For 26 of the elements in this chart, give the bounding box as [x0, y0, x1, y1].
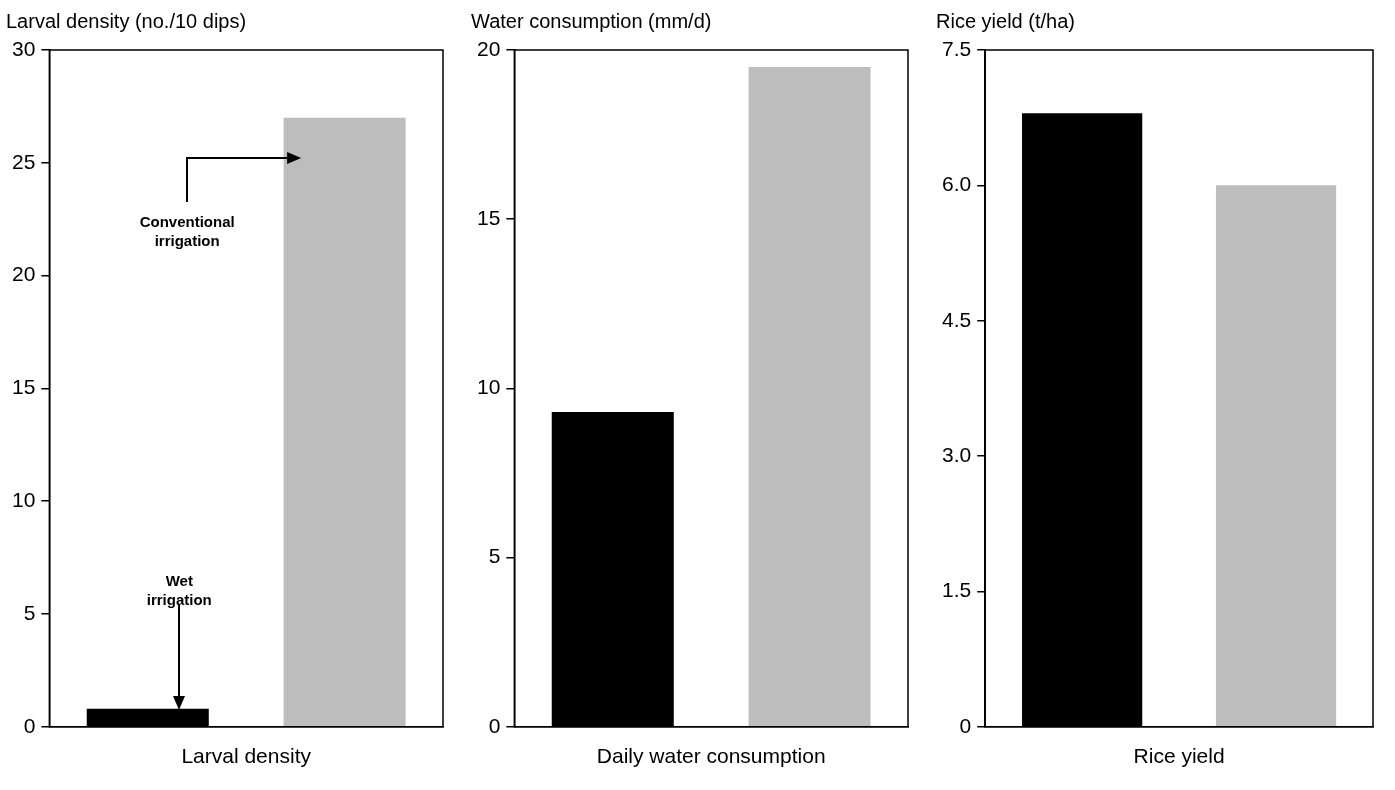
y-tick-label: 25 — [12, 149, 36, 173]
y-tick-label: 0 — [959, 713, 972, 737]
y-tick-label: 15 — [477, 206, 501, 229]
y-tick-label: 20 — [477, 36, 501, 60]
y-axis-title: Rice yield (t/ha) — [936, 9, 1075, 32]
x-axis-title: Larval density — [181, 744, 312, 768]
y-tick-label: 5 — [23, 600, 36, 624]
y-tick-label: 10 — [477, 375, 501, 399]
y-tick-label: 4.5 — [941, 307, 972, 331]
y-tick-label: 30 — [12, 36, 36, 60]
annotation: Wet irrigation — [146, 572, 212, 609]
x-axis-title: Rice yield — [1133, 744, 1225, 768]
y-tick-label: 1.5 — [941, 578, 972, 602]
y-tick-label: 5 — [488, 544, 501, 568]
y-tick-label: 0 — [23, 713, 36, 737]
y-tick-label: 0 — [488, 713, 501, 737]
y-tick-label: 6.0 — [941, 172, 972, 196]
y-tick-label: 15 — [12, 375, 36, 399]
x-axis-title: Daily water consumption — [596, 744, 826, 768]
y-tick-label: 10 — [12, 488, 36, 511]
annotation: Conventional irrigation — [139, 213, 235, 250]
y-tick-label: 3.0 — [941, 442, 972, 466]
y-tick-label: 20 — [12, 262, 36, 286]
y-axis-title: Water consumption (mm/d) — [471, 9, 712, 32]
y-axis-title: Larval density (no./10 dips) — [6, 9, 247, 32]
y-tick-label: 7.5 — [941, 36, 972, 60]
